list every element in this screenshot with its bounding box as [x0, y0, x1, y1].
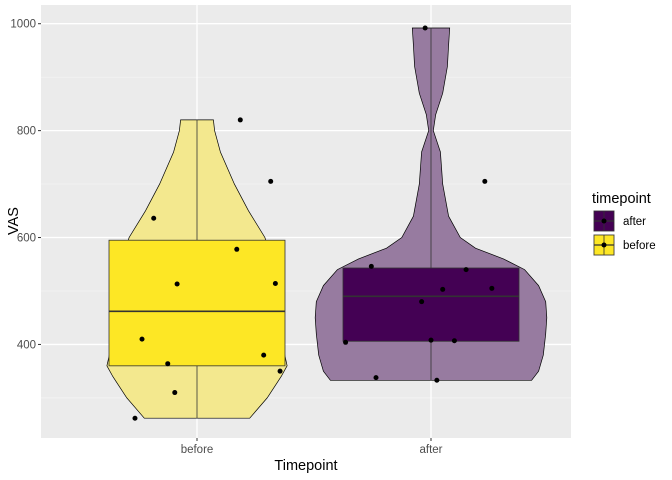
- point-before: [261, 352, 267, 358]
- legend-title: timepoint: [592, 191, 651, 207]
- point-before: [174, 281, 180, 287]
- point-before: [234, 246, 240, 252]
- point-before: [139, 336, 145, 342]
- point-before: [151, 215, 157, 221]
- y-tick-label: 400: [17, 339, 36, 351]
- point-after: [428, 337, 434, 343]
- data-points: [132, 25, 495, 421]
- point-after: [419, 299, 425, 305]
- legend-label-after: after: [623, 216, 646, 228]
- y-tick-label: 1000: [10, 19, 36, 31]
- boxes: [108, 27, 520, 419]
- point-after: [422, 25, 428, 31]
- point-after: [368, 263, 374, 269]
- point-before: [132, 415, 138, 421]
- legend-key-point: [601, 242, 607, 248]
- point-before: [268, 178, 274, 184]
- box-after: [342, 267, 520, 342]
- point-after: [440, 286, 446, 292]
- x-tick-label: before: [181, 444, 214, 456]
- point-before: [237, 117, 243, 123]
- point-after: [489, 285, 495, 291]
- y-axis: 400 600 800 1000: [10, 19, 41, 351]
- y-tick-label: 600: [17, 233, 36, 245]
- legend-label-before: before: [623, 240, 656, 252]
- x-axis-title: Timepoint: [274, 458, 337, 474]
- point-before: [165, 361, 171, 367]
- point-after: [434, 377, 440, 383]
- point-after: [463, 267, 469, 273]
- point-before: [272, 281, 278, 287]
- legend: timepoint after before: [592, 191, 656, 256]
- point-after: [343, 339, 349, 345]
- x-tick-label: after: [419, 444, 442, 456]
- y-axis-title: VAS: [6, 207, 22, 235]
- legend-key-point: [601, 218, 607, 224]
- y-tick-label: 800: [17, 126, 36, 138]
- point-after: [373, 375, 379, 381]
- point-after: [451, 338, 457, 344]
- point-before: [277, 368, 283, 374]
- box-before: [108, 239, 286, 367]
- point-after: [482, 178, 488, 184]
- x-axis: before after: [181, 438, 443, 456]
- point-before: [172, 390, 178, 396]
